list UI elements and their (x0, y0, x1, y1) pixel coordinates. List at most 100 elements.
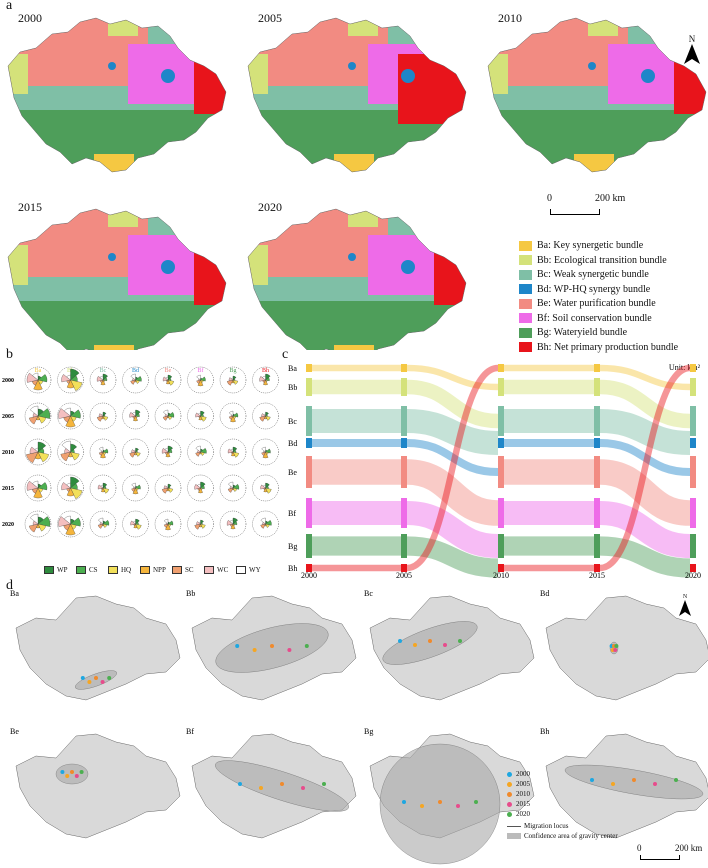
sankey-node (594, 498, 600, 528)
gravity-point (65, 774, 70, 778)
legend-label: Bd: WP-HQ synergy bundle (537, 283, 651, 295)
sankey-flow (599, 364, 691, 572)
sankey-node (594, 564, 600, 572)
sankey-node (401, 498, 407, 528)
sankey-flow (406, 364, 499, 572)
sankey-node (690, 564, 696, 572)
sankey-row-label: Ba (288, 364, 297, 373)
gravity-point (614, 644, 619, 648)
gravity-map: Bd (540, 589, 708, 701)
gravity-map: Be (10, 727, 181, 839)
rose-legend: WP CS HQ NPP SC WC WY (44, 566, 284, 578)
year-label: 2005 (516, 780, 530, 788)
region-map (247, 208, 467, 350)
legend-item-bd: Bd: WP-HQ synergy bundle (519, 284, 650, 295)
sankey-year: 2015 (589, 571, 605, 580)
rose-col-label: Bc (100, 368, 107, 374)
sankey-node (594, 456, 600, 488)
rose-cell (187, 510, 214, 538)
rose-cell (187, 402, 214, 430)
gravity-point (70, 770, 74, 774)
sankey-row-label: Bb (288, 383, 297, 392)
sankey-chart: Unit: km² 2000 2005 2010 2015 2020 Ba Bb Bc Bd Be B… (288, 363, 701, 580)
sankey-flow (599, 501, 691, 558)
panel-a-label: a (6, 0, 13, 13)
rose-cell (187, 474, 214, 502)
sankey-row-label: Be (288, 468, 297, 477)
sankey-unit: Unit: km² (669, 363, 701, 372)
gravity-point (301, 786, 305, 790)
year-dot (507, 791, 512, 797)
rose-row-label: 2005 (2, 414, 14, 420)
gravity-point (611, 782, 615, 786)
rose-cell (252, 366, 279, 394)
gravity-point (590, 778, 594, 782)
rose-cell (252, 438, 279, 466)
gravity-map: Bg (364, 727, 535, 865)
legend-label: Bb: Ecological transition bundle (537, 254, 667, 266)
rose-cell (122, 366, 149, 394)
rose-cell (252, 402, 279, 430)
legend-item-bg: Bg: Wateryield bundle (519, 327, 627, 338)
gravity-point (287, 648, 292, 652)
rose-cell (154, 474, 182, 502)
legend-label: Bf: Soil conservation bundle (537, 312, 652, 324)
north-label: N (688, 34, 696, 44)
legend-label: Bg: Wateryield bundle (537, 327, 628, 338)
rose-cell (154, 510, 182, 538)
region-map (487, 17, 707, 173)
gravity-legend-year: 2015 (507, 800, 530, 808)
sankey-node (401, 564, 407, 572)
sankey-flow (406, 364, 499, 391)
legend-item-be: Be: Water purification bundle (519, 298, 656, 309)
rose-col-label: Bf (198, 367, 204, 374)
gravity-point (632, 778, 636, 782)
legend-item-bb: Bb: Ecological transition bundle (519, 255, 667, 266)
legend-swatch (519, 240, 532, 251)
gravity-map-label: Bf (186, 727, 194, 736)
rose-legend-swatch (140, 566, 150, 574)
map-year-2000: 2000 (18, 11, 42, 25)
rose-legend-label: WC (217, 566, 229, 574)
rose-cell (252, 474, 279, 502)
rose-cell (24, 366, 52, 394)
scale-zero: 0 (547, 193, 552, 204)
gravity-legend-year: 2005 (507, 780, 530, 788)
sankey-node (690, 438, 696, 448)
gravity-map-label: Ba (10, 589, 19, 598)
sankey-flow (599, 409, 691, 455)
sankey-flow (406, 379, 499, 429)
gravity-point (613, 648, 618, 652)
rose-legend-item: WC (204, 566, 228, 574)
sankey-node (401, 438, 407, 448)
rose-cell (24, 474, 52, 502)
sankey-row-label: Bc (288, 417, 297, 426)
rose-legend-swatch (44, 566, 54, 574)
panel-c-label: c (282, 347, 289, 362)
sankey-node (690, 378, 696, 396)
sankey-node (594, 378, 600, 396)
legend-swatch (519, 284, 532, 294)
gravity-point (87, 680, 92, 684)
rose-cell (122, 402, 149, 430)
sankey-node (401, 406, 407, 436)
rose-row-label: 2015 (2, 486, 14, 492)
sankey-node (306, 456, 312, 488)
map-year-2020: 2020 (258, 200, 282, 214)
sankey-flow (599, 364, 691, 391)
gravity-point (438, 800, 442, 804)
gravity-point (238, 782, 242, 786)
sankey-node (498, 456, 504, 488)
sankey-flow (406, 501, 499, 558)
legend-swatch (519, 342, 532, 352)
year-dot (507, 771, 512, 777)
gravity-map: Bf (186, 727, 357, 839)
rose-cell (57, 438, 84, 466)
sankey-flow (599, 439, 691, 476)
gravity-point (80, 676, 85, 680)
north-arrow-d: N (677, 594, 693, 620)
rose-cell (154, 402, 182, 430)
gravity-point (79, 770, 84, 774)
rose-cell (219, 402, 247, 430)
sankey-row-label: Bh (288, 564, 297, 573)
